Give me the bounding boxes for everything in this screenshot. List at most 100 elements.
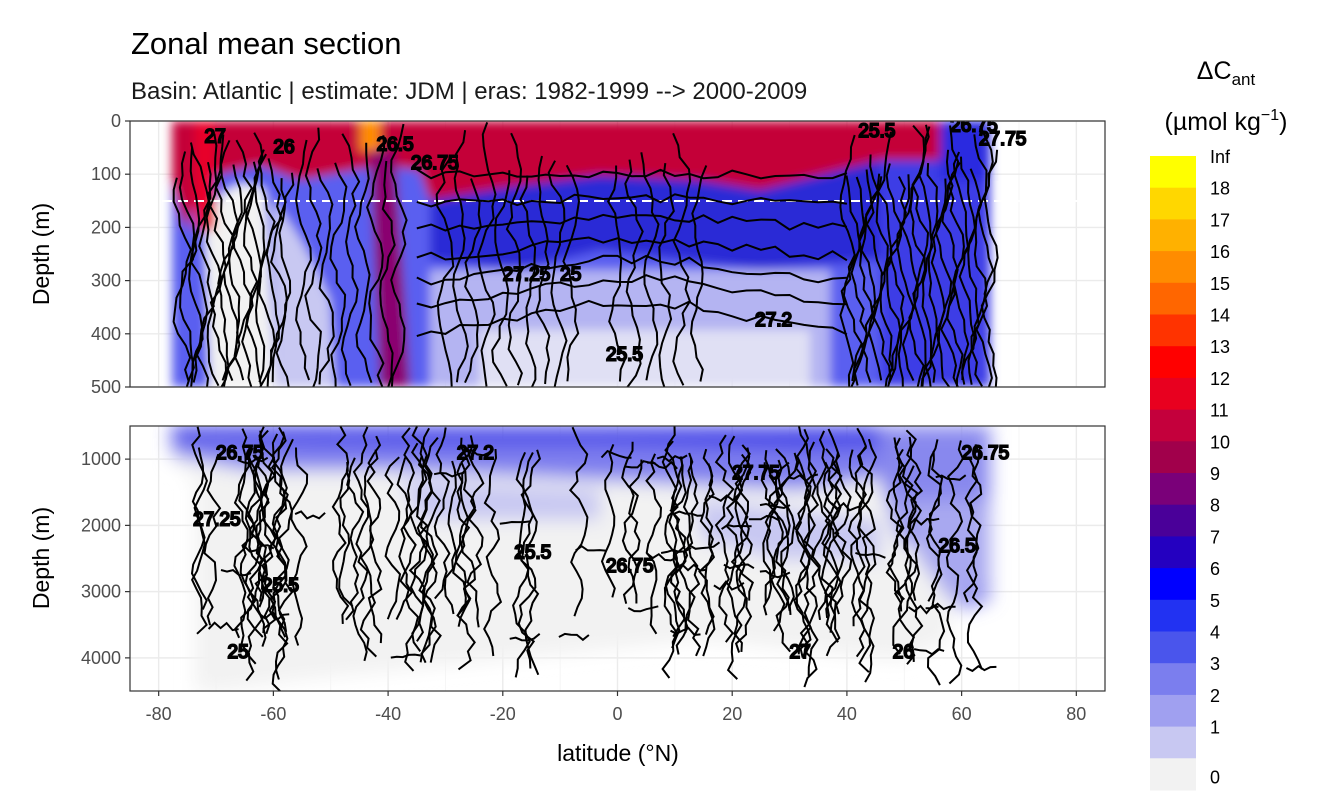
density-contour (713, 580, 745, 591)
density-contour (904, 436, 924, 662)
legend-key (1150, 441, 1196, 474)
contour-label: 26 (893, 642, 914, 663)
density-contour (964, 444, 984, 670)
density-contour (519, 175, 537, 387)
contour-label: 27.25 (503, 265, 551, 286)
density-contour (464, 178, 482, 384)
density-contour (686, 457, 702, 657)
density-contour (547, 160, 568, 387)
density-contour (606, 165, 627, 382)
density-contour (205, 133, 223, 387)
density-contour (190, 426, 208, 635)
density-contour (232, 139, 253, 381)
legend-key (1150, 694, 1196, 728)
density-contour (842, 175, 863, 387)
density-contour (359, 449, 379, 658)
x-tick-label: 60 (952, 704, 972, 724)
legend-label: 14 (1210, 306, 1230, 326)
legend-key (1150, 187, 1196, 220)
density-contour (395, 457, 414, 620)
density-contour (760, 462, 778, 616)
density-contour (935, 474, 967, 481)
x-tick-label: 40 (837, 704, 857, 724)
density-contour (962, 457, 983, 603)
contour-label: 26.5 (939, 536, 976, 557)
contour-label: 26.75 (216, 443, 264, 464)
y-axis-title-lower: Depth (m) (28, 507, 54, 609)
y-tick-label: 400 (91, 324, 121, 344)
y-tick-label: 100 (91, 164, 121, 184)
density-contour (203, 453, 222, 626)
lower-panel-contours: 26.75 27.25 25.5 25 27.2 25.5 26.75 27.75 27 26 26… (190, 426, 1010, 691)
legend-label: 18 (1210, 179, 1230, 199)
density-contour (970, 134, 988, 387)
legend-label: 9 (1210, 464, 1220, 484)
legend-label: 2 (1210, 686, 1220, 706)
density-contour (499, 520, 530, 525)
density-contour (820, 461, 840, 633)
lower-panel-y-axis: 1000 2000 3000 4000 (81, 449, 130, 668)
density-contour (329, 162, 348, 387)
density-contour (304, 127, 323, 387)
density-contour (965, 664, 997, 673)
density-contour (466, 447, 485, 628)
density-contour (670, 456, 686, 638)
legend-key (1150, 599, 1196, 632)
density-contour (802, 441, 821, 676)
legend-key (1150, 473, 1196, 506)
isopycnal-contour (416, 236, 848, 262)
chart-title: Zonal mean section (131, 26, 402, 61)
legend-label: 17 (1210, 210, 1230, 230)
density-contour (562, 164, 581, 382)
density-contour (558, 632, 590, 642)
density-contour (884, 163, 903, 387)
y-axis-title-upper: Depth (m) (28, 203, 54, 305)
density-contour (366, 135, 386, 387)
legend-label: 12 (1210, 369, 1230, 389)
density-contour (830, 501, 862, 512)
density-contour (907, 604, 939, 615)
density-contour (294, 510, 326, 520)
density-contour (714, 434, 735, 643)
density-contour (924, 163, 940, 387)
density-contour (416, 455, 437, 664)
density-contour (725, 435, 744, 680)
density-contour (723, 563, 755, 570)
legend-label: 8 (1210, 496, 1220, 516)
legend-label: Inf (1210, 147, 1231, 167)
density-contour (795, 459, 812, 658)
density-contour (600, 444, 616, 598)
contour-label: 25.5 (858, 121, 895, 142)
density-contour (379, 160, 396, 387)
density-contour (917, 126, 934, 387)
x-tick-label: -40 (375, 704, 401, 724)
density-contour (433, 427, 451, 600)
legend-title-line2: (µmol kg−1) (1165, 107, 1288, 136)
density-contour (885, 437, 905, 601)
legend-label: 15 (1210, 274, 1230, 294)
x-tick-label: -80 (146, 704, 172, 724)
density-contour (764, 450, 781, 604)
density-contour (244, 465, 264, 665)
density-contour (568, 426, 589, 617)
density-contour (258, 612, 290, 622)
density-contour (243, 544, 275, 553)
density-contour (793, 428, 812, 655)
density-contour (660, 547, 692, 554)
contour-label: 27 (205, 126, 226, 147)
legend-key (1150, 631, 1196, 664)
density-contour (265, 158, 283, 387)
density-contour (505, 132, 523, 386)
legend-key (1150, 504, 1196, 537)
density-contour (689, 541, 721, 550)
density-contour (408, 426, 429, 652)
density-contour (798, 426, 818, 688)
contour-label: 27.75 (732, 463, 780, 484)
y-tick-label: 1000 (81, 449, 121, 469)
x-axis-title: latitude (°N) (557, 740, 679, 766)
density-contour (483, 448, 503, 657)
density-contour (872, 173, 892, 387)
legend-label: 3 (1210, 654, 1220, 674)
